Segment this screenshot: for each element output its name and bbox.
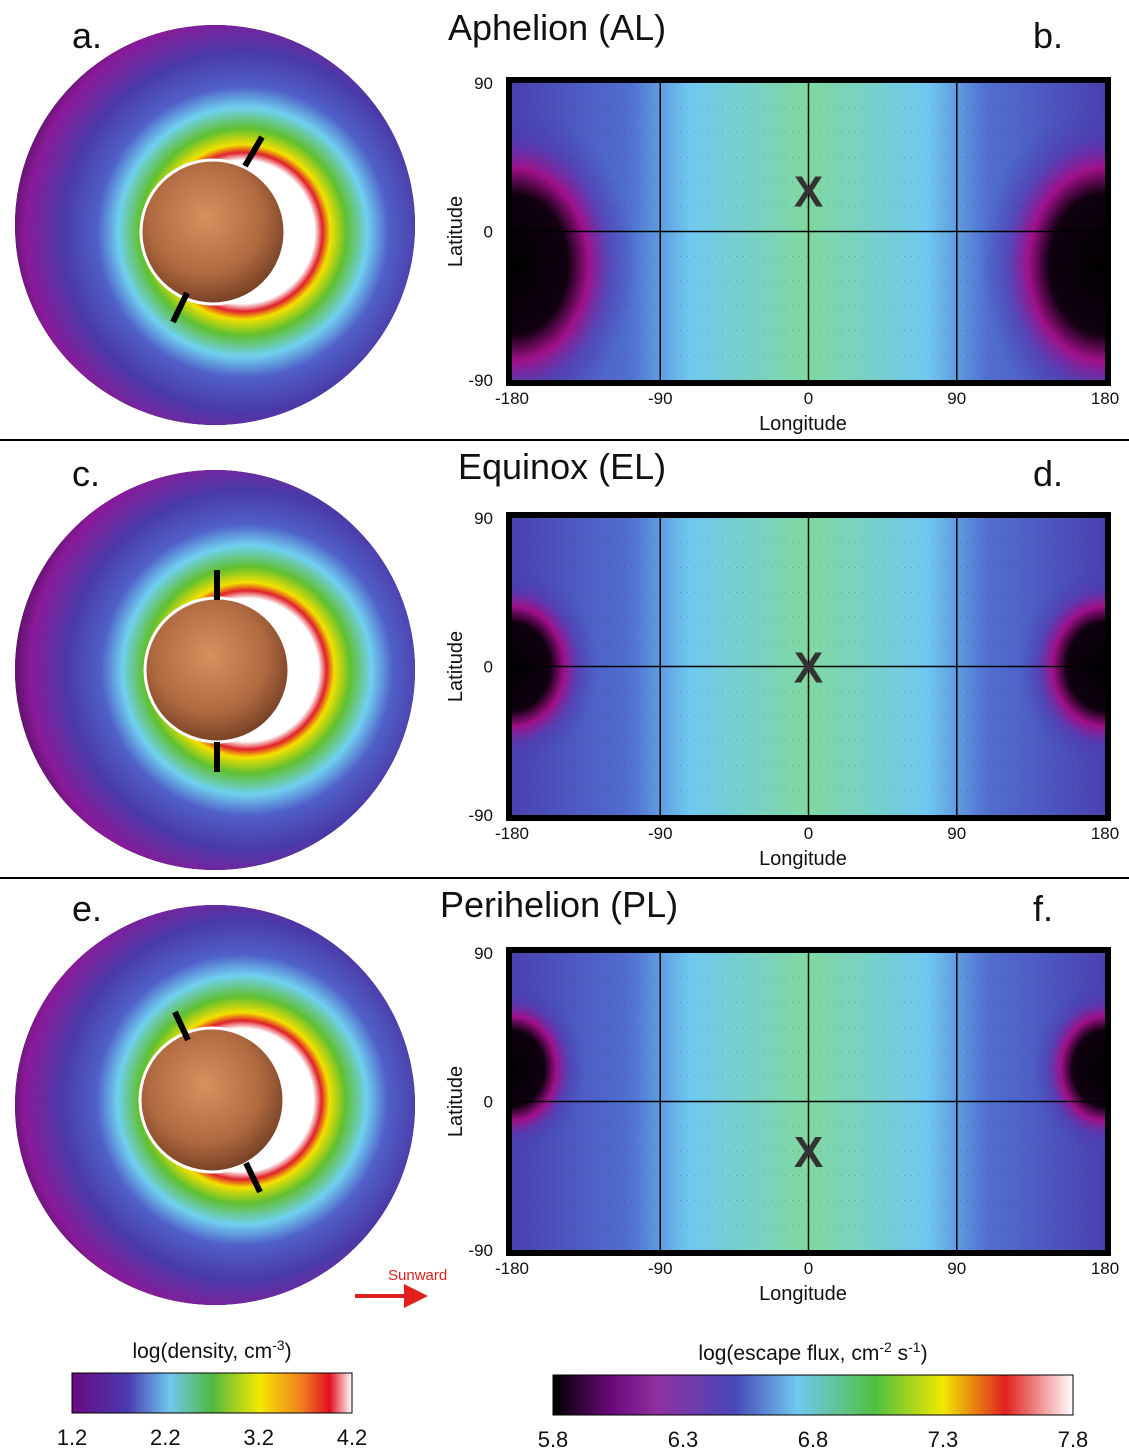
y-tick-label: 90 [474, 509, 493, 528]
y-tick-label: -90 [468, 1241, 493, 1260]
x-axis-label: Longitude [759, 848, 847, 870]
panel-title: Equinox (EL) [458, 446, 666, 487]
flux-colorbar [553, 1375, 1073, 1415]
x-tick-label: 90 [947, 824, 966, 843]
x-tick-label: 180 [1091, 1259, 1119, 1278]
colorbar-label: log(escape flux, cm-2 s-1) [698, 1339, 927, 1365]
x-tick-label: -180 [495, 1259, 529, 1278]
y-tick-label: 90 [474, 74, 493, 93]
colorbar-tick-label: 4.2 [337, 1425, 368, 1450]
label-superscript: -1 [908, 1339, 921, 1355]
panel-letter: d. [1033, 453, 1063, 494]
panel-title: Aphelion (AL) [448, 7, 666, 48]
x-tick-label: 180 [1091, 389, 1119, 408]
density-colorbar [72, 1373, 352, 1413]
map [389, 83, 1129, 421]
label-text: log(density, cm [132, 1340, 272, 1363]
figure: Sunward a.b.Aphelion (AL)-180-90090180-9… [0, 0, 1129, 1452]
colorbar-tick-label: 7.8 [1058, 1427, 1089, 1452]
label-text: s [892, 1342, 908, 1365]
x-tick-label: 0 [804, 824, 813, 843]
panel-title: Perihelion (PL) [440, 884, 678, 925]
panel-letter: c. [72, 453, 100, 494]
y-axis-label: Latitude [445, 1066, 467, 1137]
y-tick-label: 0 [484, 1093, 493, 1112]
x-tick-label: -90 [648, 824, 673, 843]
label-superscript: -3 [272, 1337, 285, 1353]
colorbar-label: log(density, cm-3) [132, 1337, 291, 1363]
colorbar-tick-label: 6.3 [668, 1427, 699, 1452]
panel-letter: e. [72, 888, 102, 929]
label-text: ) [285, 1340, 292, 1363]
x-tick-label: 90 [947, 1259, 966, 1278]
subsolar-marker: X [794, 1128, 823, 1177]
label-text: log(escape flux, cm [698, 1342, 879, 1365]
colorbar-tick-label: 5.8 [538, 1427, 569, 1452]
x-axis-label: Longitude [759, 1283, 847, 1305]
y-tick-label: 0 [484, 658, 493, 677]
panel-letter: a. [72, 15, 102, 56]
x-tick-label: 0 [804, 389, 813, 408]
panel-letter: f. [1033, 888, 1053, 929]
colorbar-tick-label: 2.2 [150, 1425, 181, 1450]
y-tick-label: -90 [468, 806, 493, 825]
x-tick-label: -90 [648, 389, 673, 408]
x-axis-label: Longitude [759, 413, 847, 435]
x-tick-label: 90 [947, 389, 966, 408]
subsolar-marker: X [794, 167, 823, 216]
y-tick-label: -90 [468, 371, 493, 390]
subsolar-marker: X [794, 644, 823, 693]
colorbar-tick-label: 6.8 [798, 1427, 829, 1452]
mars [145, 598, 289, 742]
y-tick-label: 0 [484, 223, 493, 242]
x-tick-label: 180 [1091, 824, 1119, 843]
y-tick-label: 90 [474, 944, 493, 963]
mars [141, 160, 285, 304]
mars [140, 1028, 284, 1172]
y-axis-label: Latitude [445, 196, 467, 267]
x-tick-label: -180 [495, 824, 529, 843]
x-tick-label: 0 [804, 1259, 813, 1278]
panel-letter: b. [1033, 15, 1063, 56]
label-superscript: -2 [879, 1339, 892, 1355]
x-tick-label: -180 [495, 389, 529, 408]
label-text: ) [921, 1342, 928, 1365]
y-axis-label: Latitude [445, 631, 467, 702]
sunward-label: Sunward [388, 1267, 447, 1284]
colorbar-tick-label: 7.3 [928, 1427, 959, 1452]
colorbar-tick-label: 3.2 [243, 1425, 274, 1450]
colorbar-tick-label: 1.2 [57, 1425, 88, 1450]
x-tick-label: -90 [648, 1259, 673, 1278]
